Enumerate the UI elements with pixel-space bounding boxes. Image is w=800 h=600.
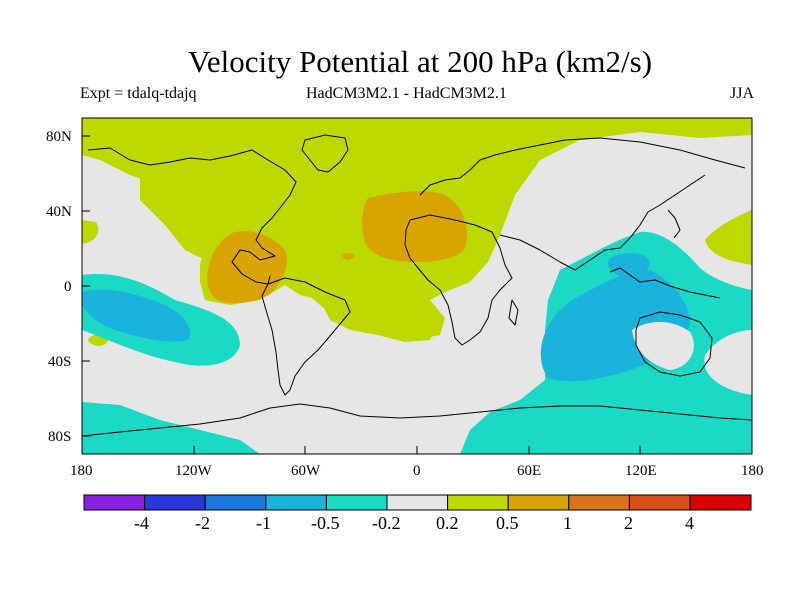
contour-green-westpac bbox=[705, 210, 752, 265]
colorbar-swatch bbox=[628, 494, 691, 511]
coast-antarctica bbox=[82, 403, 752, 437]
lat-tick-label: 40S bbox=[48, 354, 72, 370]
colorbar-swatch bbox=[386, 494, 449, 511]
coast-japan bbox=[667, 209, 681, 239]
contour-fills bbox=[82, 118, 752, 454]
colorbar-swatch bbox=[204, 494, 267, 511]
lon-tick-label: 180 bbox=[741, 463, 764, 479]
lat-tick-label: 0 bbox=[64, 279, 72, 295]
lon-tick-label: 120E bbox=[625, 463, 657, 479]
colorbar-swatch bbox=[568, 494, 630, 511]
colorbar-label: -4 bbox=[134, 513, 149, 533]
colorbar-label: 1 bbox=[563, 513, 572, 533]
contour-green-westedge bbox=[82, 220, 99, 244]
colorbar-label: 2 bbox=[624, 513, 633, 533]
contour-turq-australia-hole bbox=[632, 321, 694, 370]
lon-tick-label: 120W bbox=[175, 463, 212, 479]
colorbar-swatch bbox=[83, 494, 146, 511]
coast-north-america bbox=[87, 147, 297, 285]
colorbar-label: 4 bbox=[685, 513, 694, 533]
colorbar-swatch bbox=[144, 494, 206, 511]
coast-south-america bbox=[261, 277, 351, 396]
contour-orange-small bbox=[342, 253, 354, 260]
colorbar-label: 0.5 bbox=[496, 513, 519, 533]
coast-australia bbox=[635, 311, 713, 377]
coast-madagascar bbox=[508, 299, 519, 326]
tick-marks bbox=[81, 135, 753, 454]
coast-asia-south bbox=[499, 174, 706, 271]
coastlines bbox=[82, 134, 752, 437]
colorbar-label: -0.2 bbox=[372, 513, 401, 533]
coast-europe bbox=[419, 137, 746, 196]
contour-orange-atlantic-africa bbox=[362, 191, 468, 262]
colorbar-swatch bbox=[265, 494, 327, 511]
map-title: Velocity Potential at 200 hPa (km2/s) bbox=[187, 44, 653, 79]
lon-tick-label: 180 bbox=[70, 463, 93, 479]
contour-turq-south-atlantic bbox=[82, 402, 260, 454]
contour-green-south bbox=[282, 272, 440, 342]
season-label: JJA bbox=[730, 85, 755, 102]
contour-maritime-blue bbox=[608, 253, 650, 277]
colorbar-label: -2 bbox=[195, 513, 210, 533]
contour-blue-pacific bbox=[82, 289, 191, 342]
lat-tick-label: 40N bbox=[46, 204, 72, 220]
colorbar-label: 0.2 bbox=[436, 513, 459, 533]
colorbar-swatch bbox=[325, 494, 388, 511]
experiment-label: Expt = tdalq-tdajq bbox=[80, 85, 197, 102]
model-label: HadCM3M2.1 - HadCM3M2.1 bbox=[306, 85, 507, 102]
lon-tick-label: 60E bbox=[517, 463, 542, 479]
colorbar-swatch bbox=[689, 494, 752, 511]
lat-tick-label: 80N bbox=[46, 129, 72, 145]
coast-maritime-continent bbox=[609, 267, 721, 299]
colorbar-swatch bbox=[447, 494, 509, 511]
colorbar-label: -0.5 bbox=[311, 513, 340, 533]
colorbar-swatch bbox=[507, 494, 570, 511]
lon-tick-label: 0 bbox=[413, 463, 421, 479]
coast-greenland bbox=[301, 134, 349, 173]
lon-tick-label: 60W bbox=[291, 463, 321, 479]
contour-green-eastpac bbox=[140, 170, 205, 260]
colorbar-label: -1 bbox=[256, 513, 271, 533]
coast-africa bbox=[404, 214, 513, 346]
lat-tick-label: 80S bbox=[48, 429, 72, 445]
